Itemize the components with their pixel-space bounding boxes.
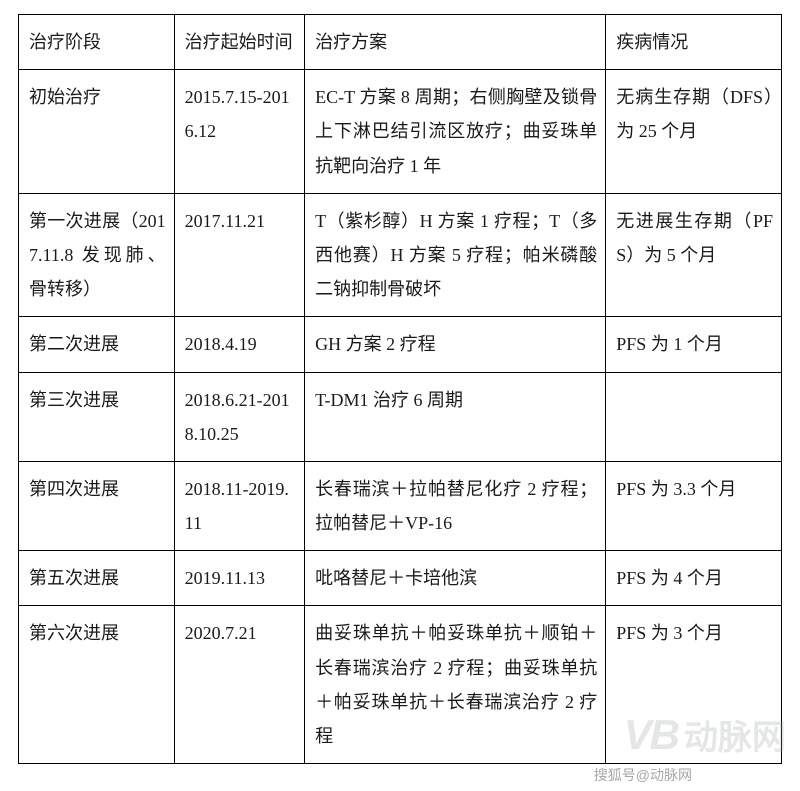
table-row: 第六次进展 2020.7.21 曲妥珠单抗＋帕妥珠单抗＋顺铂＋长春瑞滨治疗 2 … [19, 606, 782, 764]
cell-disease: PFS 为 3 个月 [606, 606, 782, 764]
cell-stage: 第四次进展 [19, 461, 175, 550]
cell-stage: 第二次进展 [19, 317, 175, 372]
cell-disease: PFS 为 4 个月 [606, 551, 782, 606]
cell-disease [606, 372, 782, 461]
header-stage: 治疗阶段 [19, 15, 175, 70]
table-row: 初始治疗 2015.7.15-2016.12 EC-T 方案 8 周期；右侧胸壁… [19, 70, 782, 194]
cell-stage: 第六次进展 [19, 606, 175, 764]
table-body: 治疗阶段 治疗起始时间 治疗方案 疾病情况 初始治疗 2015.7.15-201… [19, 15, 782, 764]
cell-plan: 长春瑞滨＋拉帕替尼化疗 2 疗程；拉帕替尼＋VP-16 [305, 461, 606, 550]
cell-stage: 第一次进展（2017.11.8 发现肺、骨转移） [19, 193, 175, 317]
cell-time: 2018.6.21-2018.10.25 [174, 372, 305, 461]
cell-time: 2015.7.15-2016.12 [174, 70, 305, 194]
table-row: 第三次进展 2018.6.21-2018.10.25 T-DM1 治疗 6 周期 [19, 372, 782, 461]
cell-stage: 第五次进展 [19, 551, 175, 606]
table-header-row: 治疗阶段 治疗起始时间 治疗方案 疾病情况 [19, 15, 782, 70]
table-row: 第四次进展 2018.11-2019.11 长春瑞滨＋拉帕替尼化疗 2 疗程；拉… [19, 461, 782, 550]
cell-plan: 吡咯替尼＋卡培他滨 [305, 551, 606, 606]
table-row: 第一次进展（2017.11.8 发现肺、骨转移） 2017.11.21 T（紫杉… [19, 193, 782, 317]
treatment-table: 治疗阶段 治疗起始时间 治疗方案 疾病情况 初始治疗 2015.7.15-201… [18, 14, 782, 764]
table-row: 第五次进展 2019.11.13 吡咯替尼＋卡培他滨 PFS 为 4 个月 [19, 551, 782, 606]
cell-time: 2018.11-2019.11 [174, 461, 305, 550]
header-disease: 疾病情况 [606, 15, 782, 70]
cell-plan: EC-T 方案 8 周期；右侧胸壁及锁骨上下淋巴结引流区放疗；曲妥珠单抗靶向治疗… [305, 70, 606, 194]
cell-plan: GH 方案 2 疗程 [305, 317, 606, 372]
cell-disease: 无病生存期（DFS）为 25 个月 [606, 70, 782, 194]
header-plan: 治疗方案 [305, 15, 606, 70]
treatment-table-container: 治疗阶段 治疗起始时间 治疗方案 疾病情况 初始治疗 2015.7.15-201… [0, 0, 800, 778]
cell-time: 2017.11.21 [174, 193, 305, 317]
cell-disease: 无进展生存期（PFS）为 5 个月 [606, 193, 782, 317]
cell-time: 2018.4.19 [174, 317, 305, 372]
cell-stage: 初始治疗 [19, 70, 175, 194]
cell-plan: 曲妥珠单抗＋帕妥珠单抗＋顺铂＋长春瑞滨治疗 2 疗程；曲妥珠单抗＋帕妥珠单抗＋长… [305, 606, 606, 764]
table-row: 第二次进展 2018.4.19 GH 方案 2 疗程 PFS 为 1 个月 [19, 317, 782, 372]
header-time: 治疗起始时间 [174, 15, 305, 70]
cell-plan: T-DM1 治疗 6 周期 [305, 372, 606, 461]
cell-plan: T（紫杉醇）H 方案 1 疗程；T（多西他赛）H 方案 5 疗程；帕米磷酸二钠抑… [305, 193, 606, 317]
cell-time: 2019.11.13 [174, 551, 305, 606]
cell-stage: 第三次进展 [19, 372, 175, 461]
cell-disease: PFS 为 3.3 个月 [606, 461, 782, 550]
cell-time: 2020.7.21 [174, 606, 305, 764]
cell-disease: PFS 为 1 个月 [606, 317, 782, 372]
